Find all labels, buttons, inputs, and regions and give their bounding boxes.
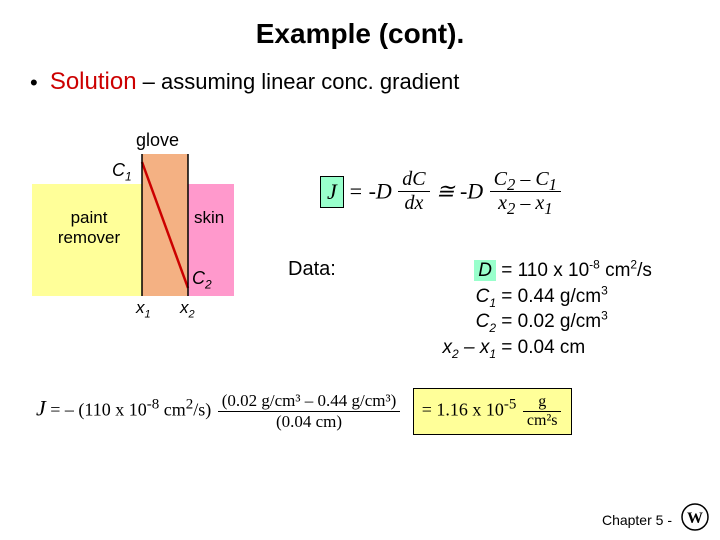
final-J: J (36, 396, 46, 421)
svg-text:W: W (687, 510, 703, 527)
x1-label: x1 (136, 298, 151, 318)
slide-title: Example (cont). (0, 0, 720, 50)
chapter-footer: Chapter 5 - (602, 512, 672, 528)
solution-label: Solution (50, 68, 137, 95)
frac-dcdx: dC dx (398, 168, 429, 215)
flux-j-box: J (320, 176, 344, 208)
flux-equation: J = -D dC dx ≅ -D C2 – C1 x2 – x1 (320, 168, 700, 215)
final-equation: J = – (110 x 10-8 cm2/s) (0.02 g/cm³ – 0… (36, 388, 696, 435)
data-label: Data: (288, 258, 336, 281)
solution-rest: – assuming linear conc. gradient (137, 69, 460, 94)
glove-label: glove (136, 130, 179, 151)
c1-label: C1 (112, 160, 132, 181)
data-c2: C2 = 0.02 g/cm3 (424, 309, 652, 335)
final-result-box: = 1.16 x 10-5 g cm²s (413, 388, 573, 435)
glove-diagram: glove C1 C2 paint remover skin x1 x2 (32, 130, 292, 320)
wiley-logo-icon: W (680, 502, 710, 532)
x2-label: x2 (180, 298, 195, 318)
eq-D: D (376, 179, 392, 204)
bullet-icon: • (30, 70, 38, 96)
c2-label: C2 (192, 268, 212, 289)
data-d: D = 110 x 10-8 cm2/s (424, 258, 652, 284)
paint-label: paint remover (44, 208, 134, 248)
bullet-line: • Solution – assuming linear conc. gradi… (30, 68, 720, 96)
gradient-line (142, 154, 188, 296)
eq-D2: D (467, 179, 483, 204)
eq-approx: ≅ - (436, 179, 467, 204)
data-dx: x2 – x1 = 0.04 cm (424, 335, 652, 361)
eq-part: = - (348, 179, 376, 204)
skin-label: skin (194, 208, 224, 228)
data-c1: C1 = 0.44 g/cm3 (424, 284, 652, 310)
final-pre: = – (110 x 10 (50, 400, 146, 420)
data-list: D = 110 x 10-8 cm2/s C1 = 0.44 g/cm3 C2 … (424, 258, 652, 361)
frac-deltas: C2 – C1 x2 – x1 (490, 168, 561, 215)
final-frac: (0.02 g/cm³ – 0.44 g/cm³) (0.04 cm) (218, 391, 401, 432)
